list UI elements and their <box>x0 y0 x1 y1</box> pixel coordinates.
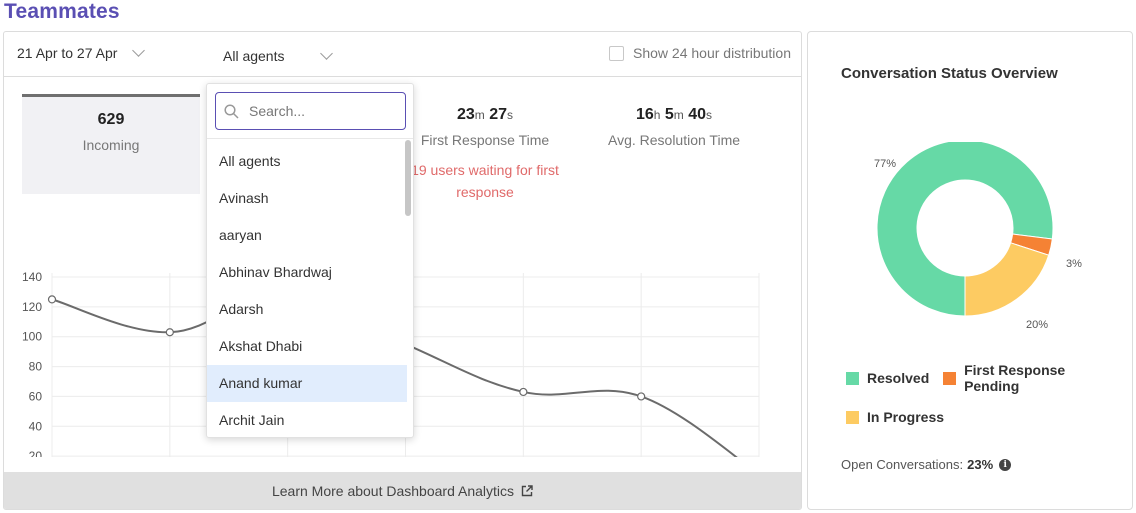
open-conversations-label: Open Conversations: <box>841 457 964 472</box>
status-donut-chart <box>876 142 1054 317</box>
y-tick-label: 140 <box>22 270 42 284</box>
metric-value: 16h 5m 40s <box>635 106 713 123</box>
data-point[interactable] <box>637 392 646 401</box>
filter-bar: 21 Apr to 27 Apr All agents Show 24 hour… <box>4 32 801 77</box>
legend-item-in-progress[interactable]: In Progress <box>846 409 944 425</box>
external-link-icon <box>521 485 533 497</box>
legend-item-resolved[interactable]: Resolved <box>846 370 929 386</box>
legend-label: Resolved <box>867 370 930 386</box>
dropdown-divider <box>207 138 413 139</box>
agent-option[interactable]: aaryan <box>219 227 262 243</box>
y-tick-label: 60 <box>29 389 43 403</box>
status-overview-panel: Conversation Status Overview 77% 3% 20% … <box>807 31 1133 510</box>
waiting-users-warning: 19 users waiting for first response <box>411 162 559 200</box>
agent-select-value: All agents <box>223 48 285 64</box>
agent-select[interactable]: All agents <box>223 47 334 64</box>
search-icon <box>224 103 239 119</box>
date-range-select[interactable]: 21 Apr to 27 Apr <box>17 44 146 61</box>
donut-slice[interactable] <box>964 242 1050 317</box>
info-icon[interactable]: i <box>999 458 1012 471</box>
status-overview-title: Conversation Status Overview <box>841 65 1058 82</box>
agent-list: All agents Avinash aaryan Abhinav Bhardwaj A… <box>207 143 407 437</box>
metric-label: First Response Time <box>420 132 550 148</box>
legend-swatch <box>943 371 957 385</box>
page-title: Teammates <box>4 0 120 23</box>
distribution-checkbox[interactable] <box>609 45 624 61</box>
distribution-label: Show 24 hour distribution <box>633 45 791 61</box>
date-range-value: 21 Apr to 27 Apr <box>17 45 118 61</box>
agent-dropdown: All agents Avinash aaryan Abhinav Bhardwaj A… <box>206 83 414 438</box>
distribution-toggle[interactable]: Show 24 hour distribution <box>609 45 791 61</box>
status-legend: Resolved First Response Pending In Progr… <box>846 362 1136 440</box>
agent-option[interactable]: All agents <box>219 153 281 169</box>
agent-option[interactable]: Avinash <box>219 190 269 206</box>
learn-more-link[interactable]: Learn More about Dashboard Analytics <box>4 472 801 509</box>
open-conversations: Open Conversations: 23% i <box>841 457 1012 472</box>
data-point[interactable] <box>165 328 174 337</box>
metric-incoming[interactable]: 629 Incoming <box>22 94 200 194</box>
agent-search-box[interactable] <box>215 92 406 130</box>
metric-value: 629 <box>97 111 125 128</box>
open-conversations-value: 23% <box>967 457 994 472</box>
metric-value: 23m 27s <box>456 106 514 123</box>
agent-option[interactable]: Anand kumar <box>207 365 407 402</box>
legend-swatch <box>846 410 859 424</box>
legend-swatch <box>846 371 859 385</box>
metric-first-response[interactable]: 23m 27s First Response Time 19 users wai… <box>400 94 570 200</box>
y-tick-label: 40 <box>29 419 43 433</box>
y-tick-label: 120 <box>22 300 42 314</box>
y-tick-label: 20 <box>29 449 43 457</box>
slice-label-resolved: 77% <box>874 158 897 170</box>
agent-search-input[interactable] <box>249 103 389 119</box>
agent-option[interactable]: Adarsh <box>219 301 264 317</box>
chevron-down-icon <box>132 44 146 57</box>
y-tick-label: 80 <box>29 360 43 374</box>
agent-option[interactable]: Akshat Dhabi <box>219 338 303 354</box>
slice-label-first-response-pending: 3% <box>1066 258 1082 270</box>
y-tick-label: 100 <box>22 330 42 344</box>
legend-label: First Response Pending <box>964 362 1066 394</box>
metric-label: Incoming <box>82 137 140 153</box>
legend-label: In Progress <box>867 409 945 425</box>
agent-option[interactable]: Archit Jain <box>219 412 285 428</box>
metric-label: Avg. Resolution Time <box>607 132 741 148</box>
dropdown-scrollbar[interactable] <box>405 140 411 216</box>
agent-option[interactable]: Abhinav Bhardwaj <box>219 264 332 280</box>
metric-avg-resolution[interactable]: 16h 5m 40s Avg. Resolution Time <box>592 94 756 194</box>
data-point[interactable] <box>519 387 528 397</box>
slice-label-in-progress: 20% <box>1026 319 1049 331</box>
donut-slice[interactable] <box>876 142 1054 317</box>
data-point[interactable] <box>47 295 57 304</box>
learn-more-label: Learn More about Dashboard Analytics <box>271 483 515 499</box>
legend-item-first-response-pending[interactable]: First Response Pending <box>943 362 1122 394</box>
chevron-down-icon <box>320 47 334 60</box>
